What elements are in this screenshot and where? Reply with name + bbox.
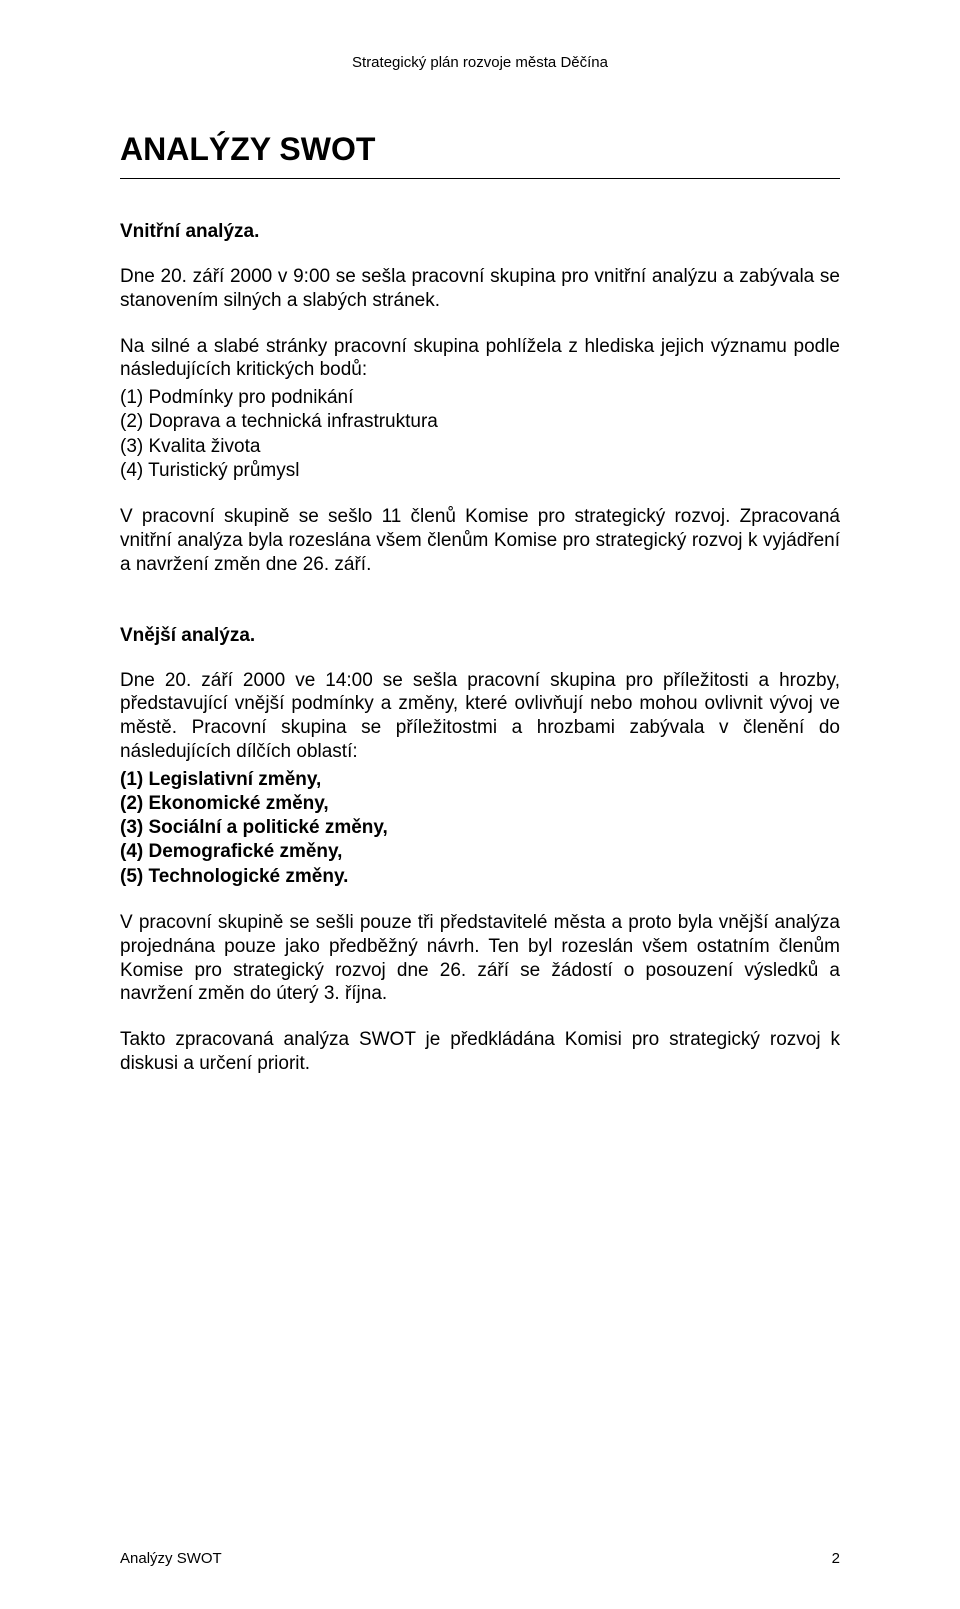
list-item: (4) Demografické změny, bbox=[120, 840, 840, 864]
section1-paragraph-3: V pracovní skupině se sešlo 11 členů Kom… bbox=[120, 505, 840, 576]
document-page: Strategický plán rozvoje města Děčína AN… bbox=[0, 0, 960, 1609]
list-item: (2) Doprava a technická infrastruktura bbox=[120, 410, 840, 434]
list-item: (1) Legislativní změny, bbox=[120, 768, 840, 792]
list-item: (5) Technologické změny. bbox=[120, 865, 840, 889]
main-title: ANALÝZY SWOT bbox=[120, 131, 840, 168]
section1-heading: Vnitřní analýza. bbox=[120, 221, 840, 243]
section2-list: (1) Legislativní změny, (2) Ekonomické z… bbox=[120, 768, 840, 890]
section2-paragraph-2: V pracovní skupině se sešli pouze tři př… bbox=[120, 911, 840, 1006]
section1-paragraph-2: Na silné a slabé stránky pracovní skupin… bbox=[120, 335, 840, 383]
section2-paragraph-3: Takto zpracovaná analýza SWOT je předklá… bbox=[120, 1028, 840, 1076]
list-item: (2) Ekonomické změny, bbox=[120, 792, 840, 816]
section1-list: (1) Podmínky pro podnikání (2) Doprava a… bbox=[120, 386, 840, 483]
section2-heading: Vnější analýza. bbox=[120, 625, 840, 647]
list-item: (1) Podmínky pro podnikání bbox=[120, 386, 840, 410]
title-divider bbox=[120, 178, 840, 179]
list-item: (3) Sociální a politické změny, bbox=[120, 816, 840, 840]
footer-page-number: 2 bbox=[832, 1550, 840, 1567]
document-header: Strategický plán rozvoje města Děčína bbox=[120, 54, 840, 71]
section1-paragraph-1: Dne 20. září 2000 v 9:00 se sešla pracov… bbox=[120, 265, 840, 313]
page-footer: Analýzy SWOT 2 bbox=[120, 1550, 840, 1567]
footer-left: Analýzy SWOT bbox=[120, 1550, 222, 1567]
list-item: (3) Kvalita života bbox=[120, 435, 840, 459]
section2-paragraph-1: Dne 20. září 2000 ve 14:00 se sešla prac… bbox=[120, 669, 840, 764]
list-item: (4) Turistický průmysl bbox=[120, 459, 840, 483]
